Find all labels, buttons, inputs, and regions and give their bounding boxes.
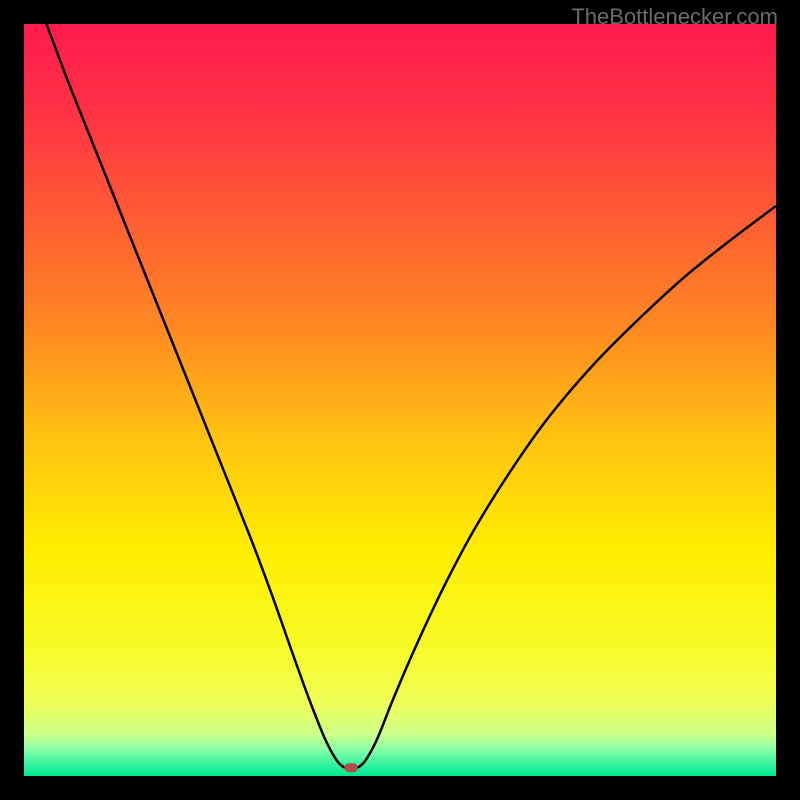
optimum-marker	[344, 763, 358, 772]
chart-frame: TheBottlenecker.com	[0, 0, 800, 800]
bottleneck-chart	[24, 24, 776, 776]
chart-background	[24, 24, 776, 776]
